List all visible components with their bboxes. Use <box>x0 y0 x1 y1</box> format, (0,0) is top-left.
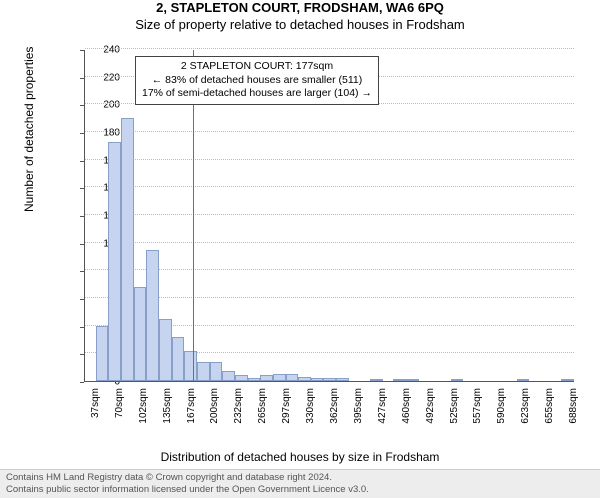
footer-line-2: Contains public sector information licen… <box>6 484 594 496</box>
x-tick-label: 688sqm <box>568 388 579 424</box>
bar <box>406 379 419 381</box>
x-axis-label: Distribution of detached houses by size … <box>0 450 600 464</box>
bar <box>517 379 530 381</box>
x-tick-label: 200sqm <box>209 388 220 424</box>
x-tick-label: 492sqm <box>425 388 436 424</box>
bar <box>159 319 172 381</box>
x-axis-ticks: 37sqm 70sqm 102sqm 135sqm 167sqm 200sqm 232sqm… <box>84 384 574 434</box>
x-tick-label: 167sqm <box>186 388 197 424</box>
bar <box>311 378 324 381</box>
bar <box>121 118 134 381</box>
x-tick-label: 265sqm <box>257 388 268 424</box>
page-title: 2, STAPLETON COURT, FRODSHAM, WA6 6PQ <box>0 0 600 15</box>
x-tick-label: 623sqm <box>520 388 531 424</box>
bar <box>273 374 286 381</box>
annotation-box: 2 STAPLETON COURT: 177sqm ← 83% of detac… <box>135 56 379 105</box>
x-tick-label: 362sqm <box>329 388 340 424</box>
bar <box>172 337 185 381</box>
footer: Contains HM Land Registry data © Crown c… <box>0 469 600 498</box>
x-tick-label: 70sqm <box>114 388 125 418</box>
annotation-line-3: 17% of semi-detached houses are larger (… <box>142 87 372 101</box>
bar <box>96 326 109 381</box>
bar <box>336 378 349 381</box>
bar <box>561 379 574 381</box>
annotation-line-1: 2 STAPLETON COURT: 177sqm <box>142 60 372 74</box>
x-tick-label: 590sqm <box>496 388 507 424</box>
x-tick-label: 37sqm <box>90 388 101 418</box>
annotation-line-2: ← 83% of detached houses are smaller (51… <box>142 74 372 88</box>
plot-area: 2 STAPLETON COURT: 177sqm ← 83% of detac… <box>84 50 574 382</box>
x-tick-label: 525sqm <box>449 388 460 424</box>
footer-line-1: Contains HM Land Registry data © Crown c… <box>6 472 594 484</box>
x-tick-label: 557sqm <box>472 388 483 424</box>
page-subtitle: Size of property relative to detached ho… <box>0 17 600 32</box>
bar <box>393 379 406 381</box>
bar <box>184 351 197 381</box>
x-tick-label: 427sqm <box>377 388 388 424</box>
bar <box>222 371 235 381</box>
chart-container: Number of detached properties 0204060801… <box>48 42 578 414</box>
x-tick-label: 655sqm <box>544 388 555 424</box>
x-tick-label: 232sqm <box>233 388 244 424</box>
bar <box>210 362 223 381</box>
y-axis-label: Number of detached properties <box>22 47 36 212</box>
x-tick-label: 135sqm <box>162 388 173 424</box>
bar <box>451 379 464 381</box>
x-tick-label: 395sqm <box>353 388 364 424</box>
bar <box>260 375 273 381</box>
bar <box>298 377 311 381</box>
bar <box>146 250 159 381</box>
x-tick-label: 460sqm <box>401 388 412 424</box>
bar <box>248 378 261 381</box>
x-tick-label: 330sqm <box>305 388 316 424</box>
bar <box>108 142 121 381</box>
x-tick-label: 102sqm <box>138 388 149 424</box>
bar <box>286 374 299 381</box>
x-tick-label: 297sqm <box>281 388 292 424</box>
bar <box>197 362 210 381</box>
bar <box>370 379 383 381</box>
bar <box>235 375 248 381</box>
bar <box>134 287 147 381</box>
bar <box>323 378 336 381</box>
